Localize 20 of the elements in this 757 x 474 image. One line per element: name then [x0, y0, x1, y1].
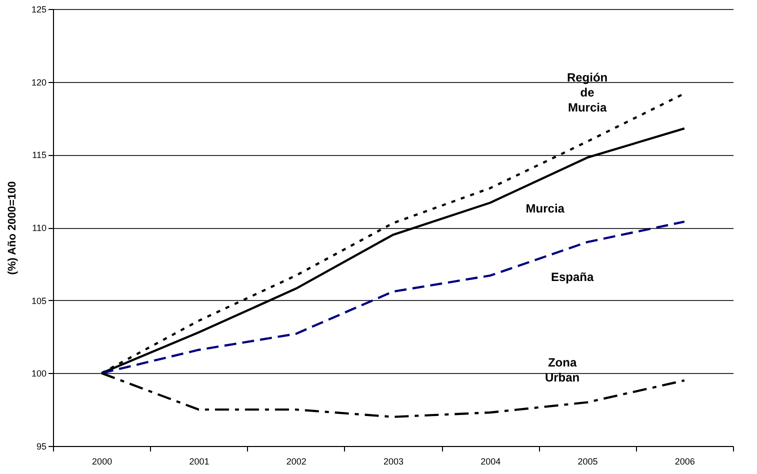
y-tick-label: 115 — [32, 150, 46, 160]
y-tick-label: 120 — [31, 77, 46, 88]
y-tick-label: 100 — [31, 368, 46, 379]
series-label: Zona Urban — [544, 355, 580, 384]
y-axis-title: (%) Año 2000=100 — [6, 181, 18, 275]
y-tick-label: 105 — [31, 296, 46, 306]
x-tick-label: 2005 — [578, 456, 598, 466]
x-tick-label: 2004 — [480, 456, 501, 466]
x-tick-label: 2000 — [92, 456, 112, 466]
line-series — [100, 220, 686, 374]
x-tick-label: 2002 — [286, 456, 306, 466]
y-tick-label: 110 — [32, 223, 46, 233]
series-label: España — [550, 270, 594, 284]
y-tick-label: 95 — [36, 442, 46, 452]
y-tick-label: 125 — [31, 4, 46, 14]
x-tick-label: 2003 — [383, 456, 404, 466]
series-label: Región de Murcia — [566, 70, 608, 115]
series-label: Murcia — [526, 202, 565, 216]
x-tick-label: 2001 — [189, 456, 210, 466]
x-tick-label: 2006 — [674, 456, 695, 466]
